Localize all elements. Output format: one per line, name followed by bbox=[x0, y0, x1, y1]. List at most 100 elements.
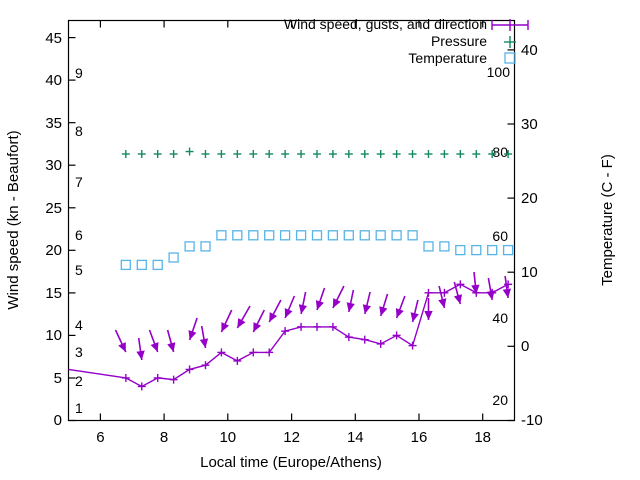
pressure-point bbox=[344, 150, 353, 158]
c-tick-10: 10 bbox=[521, 264, 538, 281]
wind-direction-arrow bbox=[136, 337, 145, 361]
wind-speed-point bbox=[201, 361, 210, 370]
wind-direction-arrow bbox=[438, 285, 447, 309]
c-tick-0: 0 bbox=[521, 338, 529, 355]
pressure-point bbox=[265, 150, 274, 158]
temperature-point bbox=[200, 241, 211, 252]
pressure-point bbox=[440, 150, 449, 158]
wind-speed-point bbox=[153, 373, 162, 382]
temperature-point bbox=[359, 230, 370, 241]
legend-label-pressure: Pressure bbox=[431, 33, 487, 49]
beaufort-8: 8 bbox=[75, 123, 83, 139]
f-tick-40: 40 bbox=[492, 310, 508, 326]
x-tick-6: 6 bbox=[96, 429, 104, 446]
temperature-point bbox=[264, 230, 275, 241]
beaufort-3: 3 bbox=[75, 344, 83, 360]
y-left-tick-25: 25 bbox=[45, 200, 62, 217]
beaufort-6: 6 bbox=[75, 227, 83, 243]
wind-direction-arrow bbox=[268, 299, 282, 323]
beaufort-7: 7 bbox=[75, 174, 83, 190]
y-right-inner-labels: 20 40 60 80 100 bbox=[487, 64, 511, 408]
wind-speed-point bbox=[137, 382, 146, 391]
wind-speed-point bbox=[297, 322, 306, 331]
wind-speed-point bbox=[249, 348, 258, 357]
wind-speed-point bbox=[328, 322, 337, 331]
x-ticks bbox=[99, 20, 484, 421]
legend-swatch-pressure bbox=[504, 36, 516, 48]
wind-direction-arrow bbox=[332, 285, 345, 309]
temperature-point bbox=[152, 259, 163, 271]
wind-speed-point bbox=[408, 341, 417, 350]
pressure-point bbox=[281, 150, 290, 158]
pressure-point bbox=[217, 150, 226, 158]
beaufort-9: 9 bbox=[75, 65, 83, 81]
temperature-point bbox=[232, 230, 243, 241]
c-tick-20: 20 bbox=[521, 190, 538, 207]
temperature-point bbox=[471, 244, 482, 256]
y-right-outer-labels: -10 0 10 20 30 40 bbox=[521, 42, 543, 429]
wind-direction-arrow bbox=[252, 309, 266, 333]
x-tick-18: 18 bbox=[474, 429, 491, 446]
wind-direction-arrow bbox=[114, 329, 127, 353]
x-tick-10: 10 bbox=[219, 429, 236, 446]
temperature-point bbox=[455, 244, 466, 256]
pressure-point bbox=[297, 150, 306, 158]
wind-speed-point bbox=[217, 348, 226, 357]
y-left-ticks bbox=[68, 36, 76, 422]
pressure-point bbox=[153, 150, 162, 158]
x-tick-14: 14 bbox=[347, 429, 364, 446]
f-tick-100: 100 bbox=[487, 64, 511, 80]
wind-direction-arrow bbox=[379, 293, 389, 317]
wind-direction-arrow bbox=[166, 329, 176, 353]
temperature-point bbox=[120, 259, 131, 271]
pressure-point bbox=[233, 150, 242, 158]
y-left-tick-30: 30 bbox=[45, 157, 62, 174]
wind-speed-point bbox=[360, 335, 369, 344]
legend-label-temperature: Temperature bbox=[408, 50, 487, 66]
y-left-tick-40: 40 bbox=[45, 72, 62, 89]
wind-speed-point bbox=[169, 375, 178, 384]
pressure-point bbox=[392, 150, 401, 158]
wind-direction-arrow bbox=[346, 289, 355, 313]
y-left-tick-15: 15 bbox=[45, 285, 62, 302]
y-left-tick-20: 20 bbox=[45, 242, 62, 259]
wind-speed-point bbox=[265, 348, 274, 357]
wind-speed-point bbox=[185, 365, 194, 374]
pressure-point bbox=[360, 150, 369, 158]
wind-direction-arrow bbox=[486, 277, 495, 301]
wind-direction-arrow bbox=[298, 291, 307, 315]
temperature-point bbox=[439, 241, 450, 252]
wind-direction-arrow bbox=[315, 287, 326, 311]
temperature-point bbox=[311, 230, 323, 241]
y-left-axis-title: Wind speed (kn - Beaufort) bbox=[5, 130, 22, 309]
legend-swatch-temperature bbox=[504, 52, 516, 64]
wind-speed-point bbox=[121, 373, 130, 382]
wind-speed-point bbox=[424, 288, 433, 297]
x-tick-labels: 6 8 10 12 14 16 18 bbox=[96, 429, 491, 446]
wind-direction-arrow bbox=[395, 295, 406, 319]
f-tick-80: 80 bbox=[492, 144, 508, 160]
pressure-point bbox=[201, 150, 210, 158]
x-tick-12: 12 bbox=[283, 429, 300, 446]
beaufort-1: 1 bbox=[75, 400, 83, 416]
wind-speed-point bbox=[312, 322, 321, 331]
temperature-point bbox=[295, 230, 307, 241]
wind-speed-point bbox=[344, 333, 353, 342]
wind-speed-point bbox=[392, 331, 401, 340]
wind-direction-arrow bbox=[220, 309, 233, 333]
temperature-point bbox=[375, 230, 386, 241]
temperature-point bbox=[136, 259, 147, 271]
wind-direction-arrow bbox=[236, 305, 251, 329]
wind-speed-point bbox=[456, 280, 465, 289]
wind-direction-arrow bbox=[471, 271, 480, 295]
wind-direction-arrow bbox=[148, 329, 159, 353]
pressure-point bbox=[472, 150, 481, 158]
c-tick-40: 40 bbox=[521, 42, 538, 59]
beaufort-scale-labels: 1 2 3 4 5 6 7 8 9 bbox=[75, 65, 83, 416]
wind-speed-point bbox=[233, 356, 242, 365]
y-right-ticks bbox=[507, 49, 515, 422]
pressure-point bbox=[504, 150, 513, 158]
temperature-point bbox=[184, 241, 195, 252]
